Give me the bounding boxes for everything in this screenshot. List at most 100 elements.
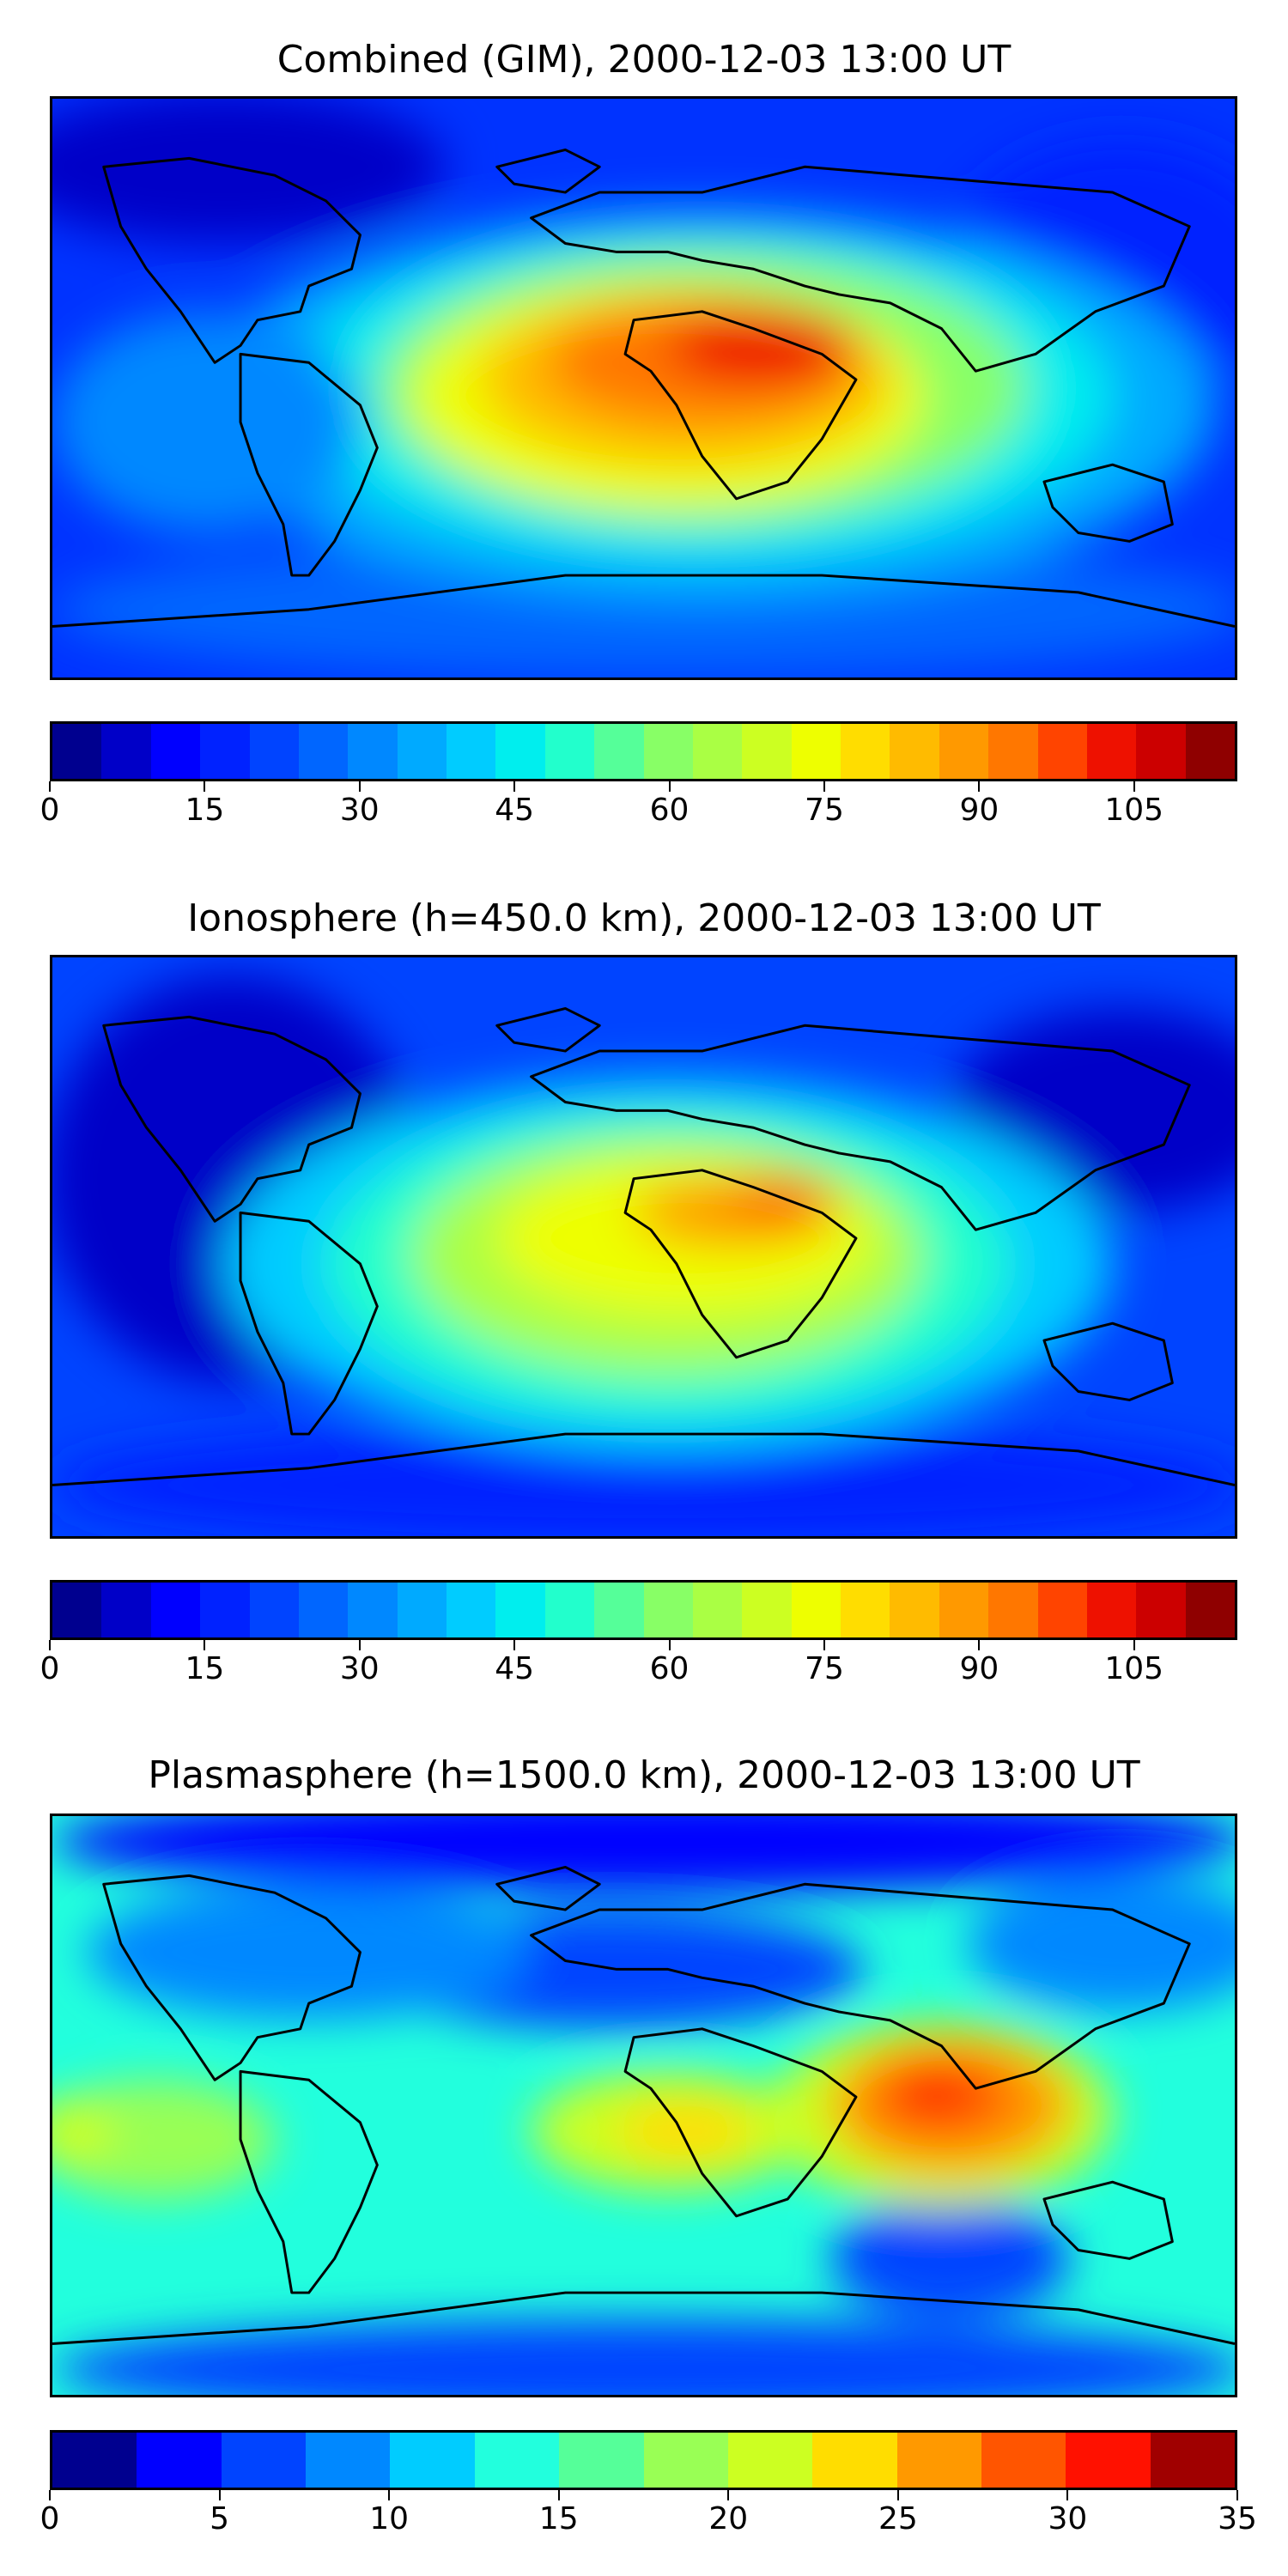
colorbar-segment	[52, 2433, 137, 2488]
colorbar-tick-label: 15	[538, 2501, 579, 2537]
colorbar-tick-mark	[978, 1640, 981, 1650]
colorbar-segment	[1086, 724, 1137, 779]
panel-title-plasmasphere: Plasmasphere (h=1500.0 km), 2000-12-03 1…	[148, 1753, 1140, 1797]
colorbar-tick-label: 15	[185, 793, 225, 828]
colorbar-tick-label: 35	[1218, 2501, 1257, 2537]
colorbar-tick-mark	[388, 2490, 391, 2500]
colorbar-segment	[988, 1583, 1038, 1637]
map-combined	[50, 96, 1237, 680]
colorbar-combined	[50, 721, 1237, 781]
colorbar-segment	[643, 2433, 728, 2488]
colorbar-tick-label: 60	[649, 1651, 690, 1686]
colorbar-segment	[306, 2433, 391, 2488]
colorbar-tick-label: 30	[339, 1651, 380, 1686]
tec-map-ionosphere	[52, 957, 1235, 1536]
colorbar-segment	[1037, 724, 1087, 779]
colorbar-tick-label: 90	[959, 793, 999, 828]
colorbar-segment	[1136, 1583, 1186, 1637]
colorbar-tick-label: 30	[339, 793, 380, 828]
colorbar-tick-mark	[823, 781, 825, 792]
colorbar-segment	[981, 2433, 1066, 2488]
colorbar-segment	[1086, 1583, 1137, 1637]
colorbar-segment	[544, 1583, 595, 1637]
colorbar-tick-mark	[358, 781, 361, 792]
colorbar-tick-label: 25	[878, 2501, 918, 2537]
colorbar-segment	[474, 2433, 560, 2488]
colorbar-tick-mark	[668, 781, 671, 792]
colorbar-segment	[348, 724, 398, 779]
colorbar-segment	[988, 724, 1038, 779]
colorbar-segment	[495, 1583, 545, 1637]
colorbar-tick-label: 90	[959, 1651, 999, 1686]
colorbar-tick-label: 105	[1104, 793, 1164, 828]
colorbar-segment	[397, 724, 447, 779]
colorbar-plasmasphere	[50, 2430, 1237, 2490]
colorbar-tick-mark	[896, 2490, 899, 2500]
colorbar-segment	[150, 1583, 201, 1637]
colorbar-segment	[101, 1583, 151, 1637]
colorbar-ticks-combined: 0 15 30 45 60 75 90 105	[0, 781, 1288, 833]
colorbar-tick-mark	[204, 781, 206, 792]
colorbar-tick-label: 45	[495, 1651, 535, 1686]
tec-map-plasmasphere	[52, 1816, 1235, 2395]
colorbar-segment	[594, 724, 644, 779]
colorbar-segment	[447, 724, 496, 779]
colorbar-tick-label: 20	[708, 2501, 749, 2537]
panel-title-ionosphere: Ionosphere (h=450.0 km), 2000-12-03 13:0…	[187, 896, 1101, 940]
tec-map-combined	[52, 99, 1235, 677]
colorbar-tick-mark	[513, 1640, 516, 1650]
colorbar-segment	[52, 1583, 102, 1637]
colorbar-tick-mark	[49, 2490, 51, 2500]
colorbar-segment	[896, 2433, 981, 2488]
colorbar-segment	[1037, 1583, 1087, 1637]
colorbar-tick-label: 60	[649, 793, 690, 828]
colorbar-tick-label: 10	[369, 2501, 410, 2537]
colorbar-segment	[200, 1583, 250, 1637]
colorbar-segment	[727, 2433, 813, 2488]
colorbar-segment	[221, 2433, 307, 2488]
colorbar-tick-mark	[1133, 781, 1135, 792]
colorbar-tick-label: 105	[1104, 1651, 1164, 1686]
colorbar-segment	[544, 724, 595, 779]
colorbar-segment	[150, 724, 201, 779]
colorbar-segment	[495, 724, 545, 779]
colorbar-tick-label: 75	[805, 1651, 844, 1686]
colorbar-segment	[939, 724, 989, 779]
colorbar-tick-mark	[557, 2490, 560, 2500]
colorbar-tick-mark	[668, 1640, 671, 1650]
colorbar-ticks-plasmasphere: 0 5 10 15 20 25 30 35	[0, 2490, 1288, 2542]
colorbar-tick-mark	[49, 781, 51, 792]
colorbar-tick-label: 5	[210, 2501, 230, 2537]
colorbar-segment	[594, 1583, 644, 1637]
colorbar-segment	[643, 1583, 693, 1637]
colorbar-segment	[890, 724, 939, 779]
colorbar-segment	[137, 2433, 222, 2488]
colorbar-segment	[1150, 2433, 1236, 2488]
colorbar-segment	[692, 1583, 743, 1637]
colorbar-segment	[249, 724, 299, 779]
colorbar-segment	[791, 724, 841, 779]
colorbar-segment	[1066, 2433, 1151, 2488]
colorbar-segment	[890, 1583, 939, 1637]
panel-title-combined: Combined (GIM), 2000-12-03 13:00 UT	[276, 38, 1012, 82]
colorbar-segment	[559, 2433, 644, 2488]
colorbar-segment	[692, 724, 743, 779]
colorbar-segment	[298, 1583, 349, 1637]
colorbar-tick-mark	[978, 781, 981, 792]
colorbar-segment	[841, 724, 890, 779]
colorbar-segment	[200, 724, 250, 779]
colorbar-segment	[841, 1583, 890, 1637]
colorbar-segment	[1185, 724, 1235, 779]
colorbar-segment	[643, 724, 693, 779]
map-plasmasphere	[50, 1814, 1237, 2397]
colorbar-segment	[52, 724, 102, 779]
colorbar-segment	[812, 2433, 897, 2488]
colorbar-tick-label: 15	[185, 1651, 225, 1686]
colorbar-segment	[390, 2433, 475, 2488]
colorbar-segment	[397, 1583, 447, 1637]
colorbar-tick-mark	[218, 2490, 221, 2500]
colorbar-tick-label: 0	[39, 1651, 60, 1686]
colorbar-ticks-ionosphere: 0 15 30 45 60 75 90 105	[0, 1640, 1288, 1692]
colorbar-tick-mark	[49, 1640, 51, 1650]
colorbar-segment	[348, 1583, 398, 1637]
